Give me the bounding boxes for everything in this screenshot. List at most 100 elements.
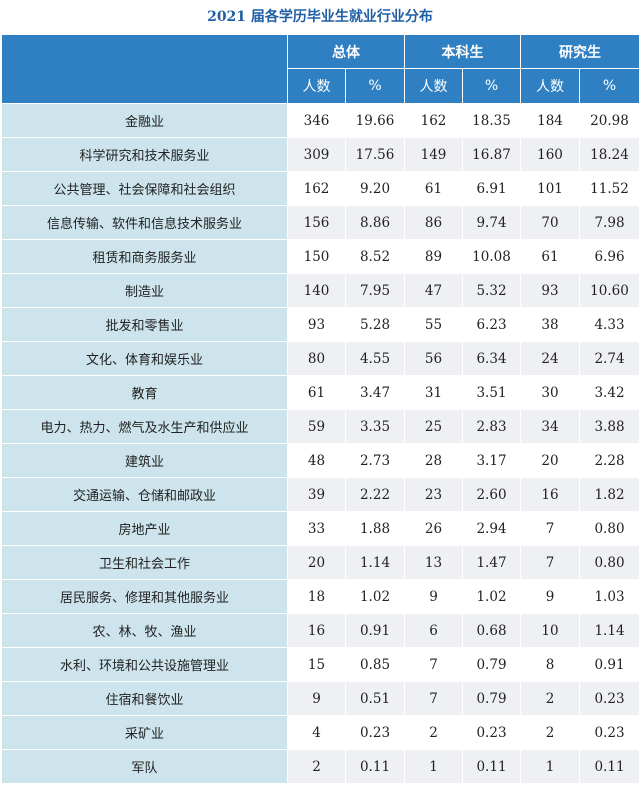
industry-cell: 房地产业 — [1, 511, 288, 546]
undergrad-count-cell: 162 — [404, 103, 463, 138]
total-percent-cell: 17.56 — [345, 137, 405, 172]
undergrad-percent-cell: 9.74 — [462, 205, 521, 240]
graduate-percent-cell: 20.98 — [579, 103, 640, 138]
table-row: 卫生和社会工作 20 1.14 13 1.47 7 0.80 — [1, 545, 640, 580]
total-percent-cell: 1.02 — [345, 579, 405, 614]
total-count-cell: 15 — [287, 647, 346, 682]
graduate-count-cell: 101 — [520, 171, 580, 206]
industry-cell: 采矿业 — [1, 715, 288, 750]
header-count: 人数 — [404, 68, 463, 104]
graduate-percent-cell: 0.23 — [579, 715, 640, 750]
graduate-percent-cell: 10.60 — [579, 273, 640, 308]
header-group-graduate: 研究生 — [520, 34, 640, 69]
graduate-count-cell: 61 — [520, 239, 580, 274]
total-percent-cell: 0.85 — [345, 647, 405, 682]
total-percent-cell: 1.14 — [345, 545, 405, 580]
undergrad-percent-cell: 16.87 — [462, 137, 521, 172]
graduate-count-cell: 34 — [520, 409, 580, 444]
total-count-cell: 61 — [287, 375, 346, 410]
graduate-percent-cell: 4.33 — [579, 307, 640, 342]
undergrad-percent-cell: 2.60 — [462, 477, 521, 512]
total-percent-cell: 2.22 — [345, 477, 405, 512]
undergrad-count-cell: 2 — [404, 715, 463, 750]
undergrad-percent-cell: 3.51 — [462, 375, 521, 410]
total-count-cell: 9 — [287, 681, 346, 716]
industry-cell: 租赁和商务服务业 — [1, 239, 288, 274]
graduate-percent-cell: 6.96 — [579, 239, 640, 274]
undergrad-count-cell: 7 — [404, 681, 463, 716]
graduate-percent-cell: 11.52 — [579, 171, 640, 206]
undergrad-percent-cell: 1.02 — [462, 579, 521, 614]
header-percent: % — [579, 68, 640, 104]
undergrad-percent-cell: 0.68 — [462, 613, 521, 648]
table-title: 2021 届各学历毕业生就业行业分布 — [207, 9, 433, 25]
total-count-cell: 16 — [287, 613, 346, 648]
total-count-cell: 93 — [287, 307, 346, 342]
industry-cell: 交通运输、仓储和邮政业 — [1, 477, 288, 512]
graduate-count-cell: 24 — [520, 341, 580, 376]
table-row: 信息传输、软件和信息技术服务业 156 8.86 86 9.74 70 7.98 — [1, 205, 640, 240]
industry-distribution-table: 总体 本科生 研究生 人数 % 人数 % 人数 % 金融业 346 19.66 162… — [1, 34, 640, 784]
table-header: 总体 本科生 研究生 人数 % 人数 % 人数 % — [1, 34, 640, 104]
table-row: 教育 61 3.47 31 3.51 30 3.42 — [1, 375, 640, 410]
graduate-percent-cell: 2.28 — [579, 443, 640, 478]
undergrad-count-cell: 56 — [404, 341, 463, 376]
total-count-cell: 20 — [287, 545, 346, 580]
graduate-count-cell: 70 — [520, 205, 580, 240]
header-corner — [1, 34, 288, 104]
table-body: 金融业 346 19.66 162 18.35 184 20.98 科学研究和技术服务业 309… — [1, 103, 640, 784]
graduate-percent-cell: 0.23 — [579, 681, 640, 716]
undergrad-count-cell: 25 — [404, 409, 463, 444]
total-percent-cell: 0.23 — [345, 715, 405, 750]
industry-cell: 水利、环境和公共设施管理业 — [1, 647, 288, 682]
undergrad-percent-cell: 0.79 — [462, 647, 521, 682]
header-count: 人数 — [287, 68, 346, 104]
total-percent-cell: 0.91 — [345, 613, 405, 648]
table-row: 交通运输、仓储和邮政业 39 2.22 23 2.60 16 1.82 — [1, 477, 640, 512]
industry-cell: 电力、热力、燃气及水生产和供应业 — [1, 409, 288, 444]
undergrad-count-cell: 31 — [404, 375, 463, 410]
table-row: 居民服务、修理和其他服务业 18 1.02 9 1.02 9 1.03 — [1, 579, 640, 614]
table-row: 制造业 140 7.95 47 5.32 93 10.60 — [1, 273, 640, 308]
graduate-count-cell: 93 — [520, 273, 580, 308]
industry-cell: 居民服务、修理和其他服务业 — [1, 579, 288, 614]
total-count-cell: 33 — [287, 511, 346, 546]
total-count-cell: 140 — [287, 273, 346, 308]
graduate-count-cell: 160 — [520, 137, 580, 172]
total-percent-cell: 0.11 — [345, 749, 405, 784]
industry-cell: 科学研究和技术服务业 — [1, 137, 288, 172]
total-count-cell: 39 — [287, 477, 346, 512]
table-row: 住宿和餐饮业 9 0.51 7 0.79 2 0.23 — [1, 681, 640, 716]
table-row: 公共管理、社会保障和社会组织 162 9.20 61 6.91 101 11.52 — [1, 171, 640, 206]
undergrad-count-cell: 7 — [404, 647, 463, 682]
total-count-cell: 80 — [287, 341, 346, 376]
undergrad-percent-cell: 18.35 — [462, 103, 521, 138]
total-count-cell: 309 — [287, 137, 346, 172]
graduate-count-cell: 20 — [520, 443, 580, 478]
graduate-percent-cell: 1.14 — [579, 613, 640, 648]
total-count-cell: 156 — [287, 205, 346, 240]
graduate-count-cell: 7 — [520, 511, 580, 546]
undergrad-count-cell: 55 — [404, 307, 463, 342]
undergrad-percent-cell: 2.94 — [462, 511, 521, 546]
industry-cell: 公共管理、社会保障和社会组织 — [1, 171, 288, 206]
undergrad-count-cell: 23 — [404, 477, 463, 512]
industry-cell: 金融业 — [1, 103, 288, 138]
total-percent-cell: 2.73 — [345, 443, 405, 478]
total-percent-cell: 1.88 — [345, 511, 405, 546]
graduate-percent-cell: 7.98 — [579, 205, 640, 240]
graduate-percent-cell: 18.24 — [579, 137, 640, 172]
undergrad-percent-cell: 6.91 — [462, 171, 521, 206]
total-count-cell: 18 — [287, 579, 346, 614]
undergrad-percent-cell: 0.79 — [462, 681, 521, 716]
total-percent-cell: 19.66 — [345, 103, 405, 138]
table-row: 军队 2 0.11 1 0.11 1 0.11 — [1, 749, 640, 784]
table-row: 电力、热力、燃气及水生产和供应业 59 3.35 25 2.83 34 3.88 — [1, 409, 640, 444]
graduate-count-cell: 9 — [520, 579, 580, 614]
total-percent-cell: 8.52 — [345, 239, 405, 274]
header-count: 人数 — [520, 68, 580, 104]
undergrad-count-cell: 6 — [404, 613, 463, 648]
graduate-percent-cell: 2.74 — [579, 341, 640, 376]
undergrad-percent-cell: 1.47 — [462, 545, 521, 580]
graduate-count-cell: 1 — [520, 749, 580, 784]
